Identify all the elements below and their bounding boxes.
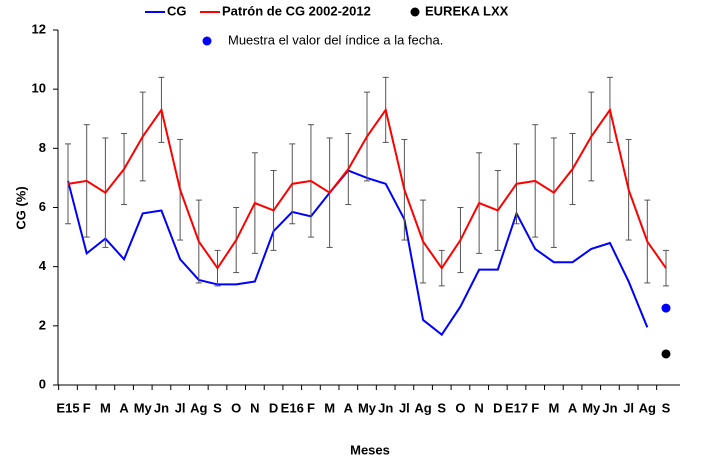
- x-tick-label: A: [344, 400, 354, 415]
- x-tick-label: Jn: [154, 400, 169, 415]
- y-tick-label: 4: [39, 258, 47, 273]
- legend-swatch: [202, 36, 212, 46]
- x-tick-label: D: [269, 400, 278, 415]
- x-tick-label: Jl: [399, 400, 410, 415]
- x-tick-label: S: [437, 400, 446, 415]
- x-tick-label: E17: [505, 400, 528, 415]
- x-tick-label: Ag: [414, 400, 431, 415]
- x-tick-label: M: [548, 400, 559, 415]
- y-tick-label: 12: [32, 21, 46, 36]
- x-tick-label: A: [119, 400, 129, 415]
- x-tick-label: E16: [281, 400, 304, 415]
- x-tick-label: My: [134, 400, 153, 415]
- x-tick-label: N: [474, 400, 483, 415]
- x-tick-label: F: [83, 400, 91, 415]
- legend-swatch: [410, 7, 420, 17]
- x-tick-label: E15: [56, 400, 79, 415]
- y-axis-label: CG (%): [13, 186, 28, 229]
- x-tick-label: F: [307, 400, 315, 415]
- x-tick-label: F: [531, 400, 539, 415]
- x-tick-label: D: [493, 400, 502, 415]
- x-tick-label: Jn: [602, 400, 617, 415]
- y-tick-label: 8: [39, 140, 46, 155]
- x-axis-label: Meses: [350, 442, 390, 457]
- y-tick-label: 10: [32, 81, 46, 96]
- x-tick-label: A: [568, 400, 578, 415]
- point: [661, 349, 671, 359]
- x-tick-label: S: [662, 400, 671, 415]
- x-tick-label: S: [213, 400, 222, 415]
- x-tick-label: N: [250, 400, 259, 415]
- y-tick-label: 6: [39, 199, 46, 214]
- legend-label: Muestra el valor del índice a la fecha.: [228, 32, 443, 47]
- point: [661, 303, 671, 313]
- x-tick-label: O: [455, 400, 465, 415]
- x-tick-label: Ag: [639, 400, 656, 415]
- y-tick-label: 0: [39, 376, 46, 391]
- series-line: [67, 169, 649, 337]
- x-tick-label: My: [358, 400, 377, 415]
- x-tick-label: My: [582, 400, 601, 415]
- x-tick-label: Ag: [190, 400, 207, 415]
- x-tick-label: M: [100, 400, 111, 415]
- legend-label: Patrón de CG 2002-2012: [222, 3, 371, 18]
- x-tick-label: O: [231, 400, 241, 415]
- legend-label: EUREKA LXX: [425, 3, 509, 18]
- y-tick-label: 2: [39, 317, 46, 332]
- x-tick-label: Jl: [175, 400, 186, 415]
- legend-label: CG: [167, 3, 187, 18]
- x-tick-label: Jn: [378, 400, 393, 415]
- x-tick-label: M: [324, 400, 335, 415]
- series-line: [67, 107, 667, 270]
- x-tick-label: Jl: [623, 400, 634, 415]
